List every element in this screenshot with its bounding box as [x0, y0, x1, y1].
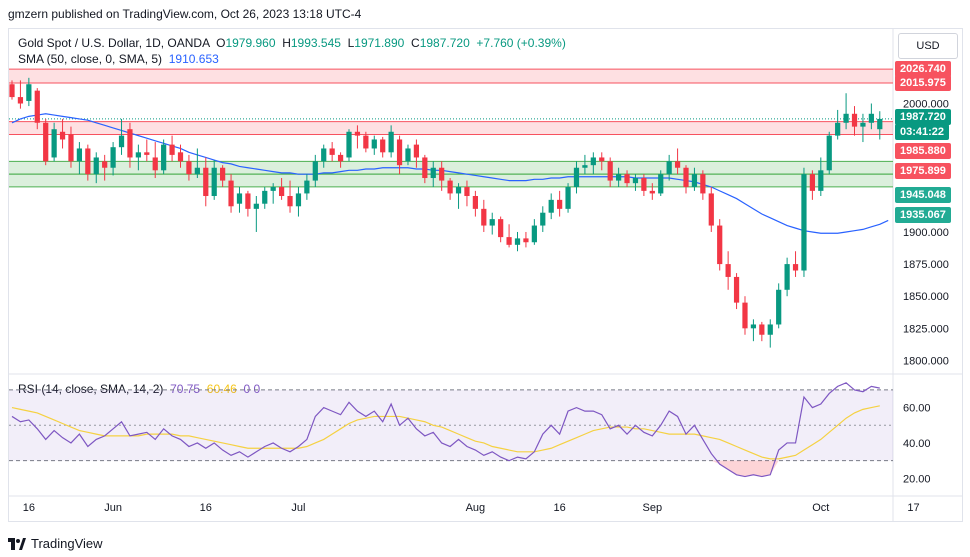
price-tag: 03:41:22 — [895, 123, 950, 140]
price-tag: 2015.975 — [895, 74, 951, 91]
low-value: 1971.890 — [354, 36, 405, 50]
price-tag: 1975.899 — [895, 162, 951, 179]
price-tag: 1945.048 — [895, 186, 951, 203]
open-value: 1979.960 — [225, 36, 276, 50]
footer-brand: TradingView — [31, 536, 103, 551]
footer: TradingView — [8, 536, 103, 551]
publisher-line: gmzern published on TradingView.com, Oct… — [8, 7, 362, 21]
symbol-legend: Gold Spot / U.S. Dollar, 1D, OANDA O1979… — [18, 36, 566, 50]
symbol-title: Gold Spot / U.S. Dollar, 1D, OANDA — [18, 36, 210, 50]
rsi-extra-value: 0 0 — [243, 382, 261, 396]
currency-button[interactable]: USD — [898, 33, 958, 59]
close-value: 1987.720 — [419, 36, 470, 50]
sma-label: SMA (50, close, 0, SMA, 5) — [18, 52, 163, 66]
high-value: 1993.545 — [290, 36, 341, 50]
price-tag: 1935.067 — [895, 207, 951, 224]
rsi-value: 70.75 — [170, 382, 201, 396]
price-tag: 2026.740 — [895, 61, 951, 78]
rsi-legend: RSI (14, close, SMA, 14, 2) 70.75 60.46 … — [18, 382, 260, 396]
chart-frame[interactable] — [8, 28, 963, 522]
rsi-sma-value: 60.46 — [206, 382, 237, 396]
price-tag: 1985.880 — [895, 143, 951, 160]
price-tag: 1987.720 — [895, 108, 951, 125]
sma-legend: SMA (50, close, 0, SMA, 5) 1910.653 — [18, 52, 219, 66]
sma-value: 1910.653 — [168, 52, 219, 66]
change-value: +7.760 (+0.39%) — [476, 36, 566, 50]
rsi-label: RSI (14, close, SMA, 14, 2) — [18, 382, 164, 396]
ohlc-values: O1979.960 H1993.545 L1971.890 C1987.720 … — [216, 36, 566, 50]
tradingview-logo-icon — [8, 537, 26, 550]
